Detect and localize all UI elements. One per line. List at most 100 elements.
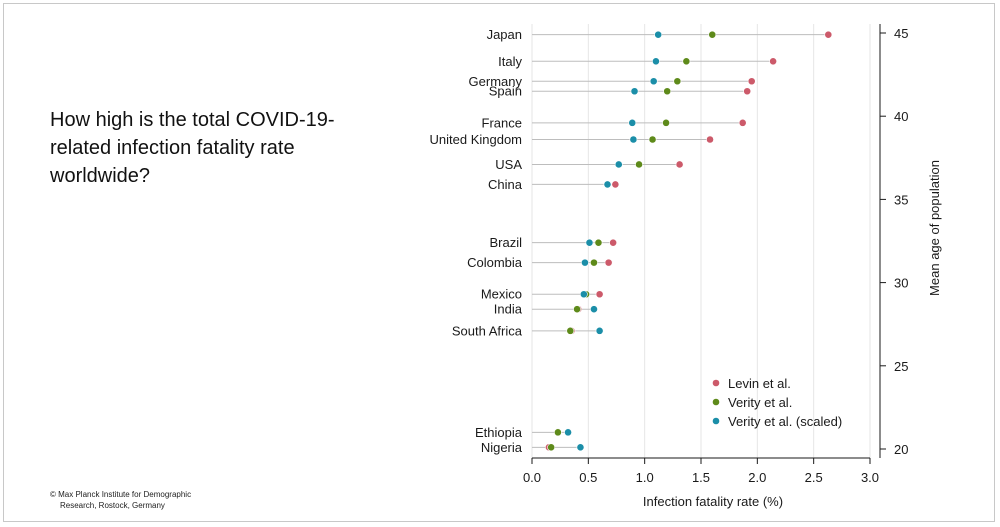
legend-marker (712, 379, 720, 387)
data-point (564, 428, 572, 437)
copyright-credit: © Max Planck Institute for Demographic R… (50, 489, 191, 511)
x-tick-label: 2.0 (748, 470, 766, 485)
data-point (603, 180, 612, 189)
country-label: India (494, 302, 523, 317)
country-label: Nigeria (481, 440, 523, 455)
data-point (595, 326, 604, 335)
figure-frame (3, 3, 995, 522)
country-row: Germany (469, 74, 756, 89)
x-tick-label: 1.5 (692, 470, 710, 485)
country-label: Ethiopia (475, 425, 523, 440)
y-tick-label: 20 (894, 442, 908, 457)
country-label: Colombia (467, 255, 523, 270)
credit-line-2: Research, Rostock, Germany (60, 501, 165, 510)
data-point (629, 135, 638, 144)
country-row: Colombia (467, 255, 613, 270)
legend-marker (712, 398, 720, 406)
data-point (654, 30, 663, 39)
x-tick-label: 0.5 (579, 470, 597, 485)
country-label: France (482, 115, 522, 130)
data-point (663, 87, 672, 96)
y-tick-label: 45 (894, 26, 908, 41)
country-row: Italy (498, 54, 778, 69)
y-axis-title: Mean age of population (927, 160, 942, 296)
data-point (649, 77, 658, 86)
country-label: Mexico (481, 287, 522, 302)
legend-label: Verity et al. (scaled) (728, 414, 842, 429)
headline: How high is the total COVID-19-related i… (50, 109, 335, 187)
data-point (747, 77, 756, 86)
data-point (554, 428, 562, 437)
data-point (566, 326, 575, 335)
data-point (769, 57, 778, 66)
data-point (824, 30, 833, 39)
x-tick-label: 0.0 (523, 470, 541, 485)
data-point (576, 443, 585, 452)
data-point (604, 258, 613, 267)
country-row: United Kingdom (430, 132, 714, 147)
data-point (628, 118, 637, 127)
country-row: India (494, 302, 598, 317)
country-label: Italy (498, 54, 522, 69)
data-point (590, 305, 598, 314)
country-row: Japan (487, 27, 833, 42)
data-point (708, 30, 717, 39)
data-point (614, 160, 623, 169)
data-point (594, 238, 603, 247)
data-point (630, 87, 639, 96)
data-point (611, 180, 620, 189)
vertical-gridlines (531, 24, 871, 458)
country-label: United Kingdom (430, 132, 523, 147)
y-tick-label: 35 (894, 192, 908, 207)
country-row: USA (495, 157, 684, 172)
country-label: China (488, 177, 523, 192)
country-row: Spain (489, 84, 752, 99)
country-row: Ethiopia (475, 425, 572, 440)
y-tick-label: 30 (894, 276, 908, 291)
data-point (581, 258, 589, 267)
country-label: Germany (469, 74, 523, 89)
data-point (662, 118, 670, 127)
y-tick-label: 25 (894, 359, 908, 374)
x-tick-label: 1.0 (636, 470, 654, 485)
data-point (590, 258, 598, 267)
data-point (743, 87, 752, 96)
y-tick-label: 40 (894, 109, 908, 124)
legend-label: Verity et al. (728, 395, 792, 410)
data-point (706, 135, 714, 144)
data-point (635, 160, 643, 169)
data-point (573, 305, 581, 314)
data-point (673, 77, 682, 86)
data-point (682, 57, 691, 66)
legend: Levin et al. Verity et al. Verity et al. (… (712, 376, 842, 429)
country-label: South Africa (452, 323, 523, 338)
data-point (609, 238, 618, 247)
data-point (547, 443, 556, 452)
data-point (648, 135, 657, 144)
data-point (595, 290, 604, 299)
x-tick-label: 2.5 (805, 470, 823, 485)
data-point (652, 57, 660, 66)
data-point (579, 290, 588, 299)
country-label: Japan (487, 27, 522, 42)
country-label: Spain (489, 84, 522, 99)
data-point (585, 238, 594, 247)
credit-line-1: © Max Planck Institute for Demographic (50, 490, 192, 499)
country-row: Brazil (489, 235, 618, 250)
x-axis: 0.0 0.5 1.0 1.5 2.0 2.5 3.0 (523, 457, 879, 485)
legend-label: Levin et al. (728, 376, 791, 391)
y-axis: 20 25 30 35 40 45 (879, 24, 908, 458)
country-label: Brazil (489, 235, 522, 250)
country-row: Mexico (481, 287, 604, 302)
x-axis-title: Infection fatality rate (%) (643, 494, 783, 509)
country-row: France (482, 115, 747, 130)
legend-marker (712, 417, 720, 425)
data-point (675, 160, 684, 169)
country-label: USA (495, 157, 522, 172)
x-tick-label: 3.0 (861, 470, 879, 485)
country-row: China (488, 177, 620, 192)
data-point (738, 118, 747, 127)
country-row: Nigeria (481, 440, 585, 455)
